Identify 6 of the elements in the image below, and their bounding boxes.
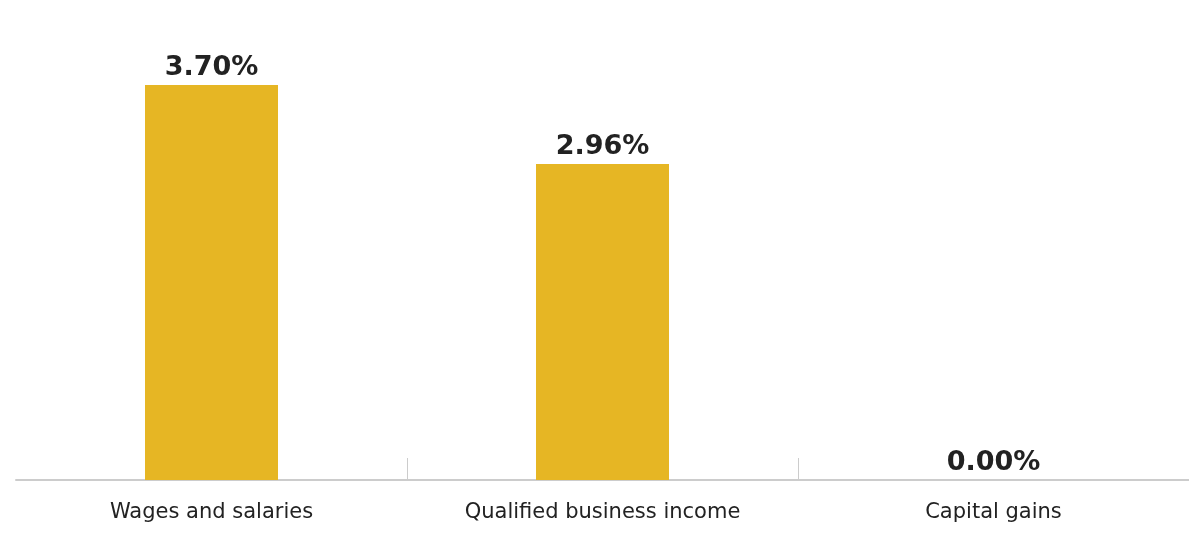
data-label: 2.96% [555, 129, 650, 161]
x-tick-label: Qualified business income [464, 498, 741, 523]
data-label: 0.00% [946, 445, 1041, 476]
data-label: 3.70% [164, 50, 259, 82]
x-tick-label: Capital gains [925, 498, 1062, 523]
x-tick-label: Wages and salaries [109, 498, 314, 523]
